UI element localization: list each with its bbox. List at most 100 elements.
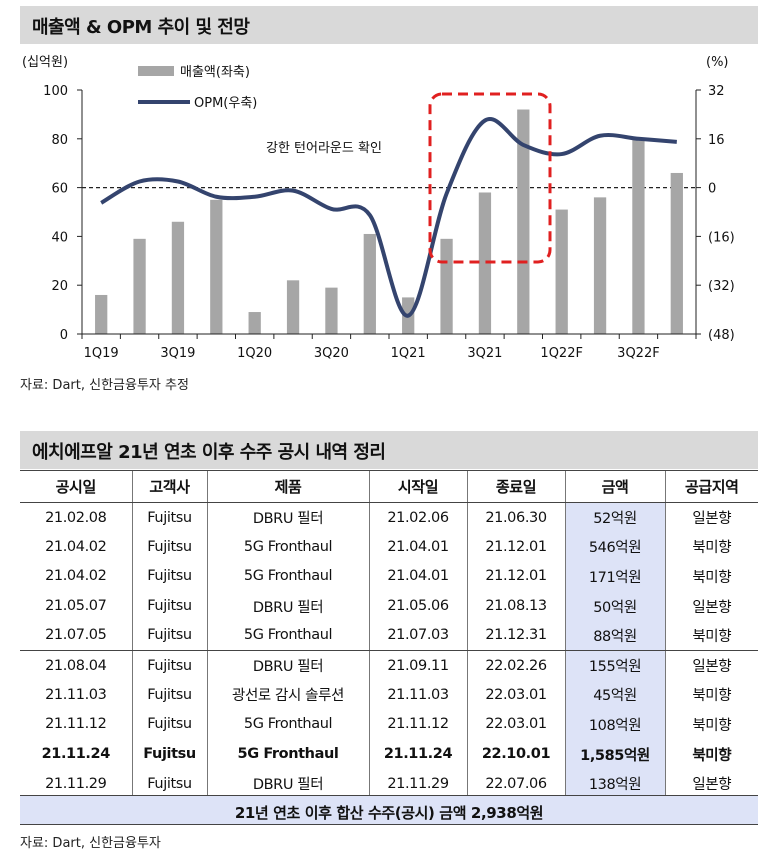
table-cell: Fujitsu bbox=[131, 709, 207, 740]
table-cell: 21.09.11 bbox=[368, 650, 467, 681]
table-cell: Fujitsu bbox=[131, 768, 207, 799]
header-cell: 공급지역 bbox=[664, 470, 758, 503]
table-cell: 21.12.01 bbox=[466, 561, 565, 592]
header-cell: 고객사 bbox=[131, 470, 207, 503]
table-source: 자료: Dart, 신한금융투자 bbox=[20, 836, 161, 851]
table-cell: 5G Fronthaul bbox=[206, 620, 369, 651]
table-cell: 북미향 bbox=[664, 680, 758, 710]
table-cell: 북미향 bbox=[664, 561, 758, 592]
table-cell: 22.03.01 bbox=[466, 709, 565, 740]
table-cell: 북미향 bbox=[664, 620, 758, 651]
table-cell: 22.07.06 bbox=[466, 768, 565, 799]
annotation-text: 강한 턴어라운드 확인 bbox=[266, 141, 382, 156]
left-tick-label: 80 bbox=[51, 133, 68, 148]
opm-line bbox=[100, 117, 677, 318]
table-cell: 21.08.04 bbox=[45, 657, 107, 674]
table-cell: Fujitsu bbox=[131, 620, 207, 651]
x-tick-label: 1Q22F bbox=[540, 346, 583, 361]
table-cell: 108억원 bbox=[564, 709, 665, 740]
table-cell: 1,585억원 bbox=[564, 739, 665, 769]
table-cell: 21.06.30 bbox=[466, 502, 565, 533]
table-cell: 21.07.05 bbox=[20, 620, 132, 651]
table-cell: 22.02.26 bbox=[466, 650, 565, 681]
table-cell: Fujitsu bbox=[131, 680, 207, 710]
table-cell: Fujitsu bbox=[131, 650, 207, 681]
table-cell: 일본향 bbox=[664, 591, 758, 621]
table-cell: 21.11.12 bbox=[368, 709, 467, 740]
left-tick-label: 20 bbox=[51, 279, 68, 294]
table-cell: 21.12.01 bbox=[466, 532, 565, 562]
left-tick-label: 60 bbox=[51, 182, 68, 197]
x-tick-label: 3Q21 bbox=[467, 346, 502, 361]
table-cell: DBRU 필터 bbox=[206, 502, 369, 533]
table-cell: 21.04.01 bbox=[368, 561, 467, 592]
table-row: 21.04.02 Fujitsu 5G Fronthaul 21.04.01 21.12… bbox=[20, 561, 758, 592]
table-cell: 21.12.31 bbox=[466, 620, 565, 651]
x-tick-label: 1Q21 bbox=[391, 346, 426, 361]
right-tick-label: (48) bbox=[708, 328, 735, 343]
revenue-bar bbox=[325, 287, 338, 334]
table-row: 21.11.24 Fujitsu 5G Fronthaul 21.11.24 22.10… bbox=[20, 739, 758, 769]
table-cell: Fujitsu bbox=[131, 739, 207, 769]
right-tick-label: (32) bbox=[708, 279, 735, 294]
table-cell: 21.02.06 bbox=[368, 502, 467, 533]
table-cell: 일본향 bbox=[664, 768, 758, 799]
table-cell: 21.04.02 bbox=[45, 568, 107, 585]
table-cell: 21.11.29 bbox=[368, 768, 467, 799]
table-cell: 북미향 bbox=[664, 709, 758, 740]
table-cell: Fujitsu bbox=[131, 591, 207, 621]
table-cell: 5G Fronthaul bbox=[206, 532, 369, 562]
table-cell: 21.11.03 bbox=[45, 686, 107, 703]
revenue-bar bbox=[517, 109, 530, 335]
chart-source: 자료: Dart, 신한금융투자 추정 bbox=[20, 378, 189, 393]
table-cell: 일본향 bbox=[664, 650, 758, 681]
right-tick-label: 32 bbox=[708, 84, 725, 99]
table-row: 21.02.08 Fujitsu DBRU 필터 21.02.06 21.06.30 52… bbox=[20, 502, 758, 533]
table-cell: 88억원 bbox=[564, 620, 665, 651]
table-row: 21.11.29 Fujitsu DBRU 필터 21.11.29 22.07.06 13… bbox=[20, 768, 758, 799]
orders-table: 공시일 고객사 제품 시작일 종료일 금액 공급지역 21.02.08 Fujit… bbox=[20, 470, 758, 799]
summary-row: 21년 연초 이후 합산 수주(공시) 금액 2,938억원 bbox=[20, 795, 758, 825]
table-cell: 21.05.07 bbox=[45, 598, 107, 615]
x-tick-label: 3Q20 bbox=[314, 346, 349, 361]
table-cell: 21.11.03 bbox=[368, 680, 467, 710]
table-row: 21.08.04 Fujitsu DBRU 필터 21.09.11 22.02.26 15… bbox=[20, 650, 758, 681]
table-cell: 21.07.03 bbox=[368, 620, 467, 651]
table-cell: 21.11.12 bbox=[45, 716, 107, 733]
table-cell: Fujitsu bbox=[131, 502, 207, 533]
left-tick-label: 40 bbox=[51, 230, 68, 245]
revenue-bar bbox=[171, 221, 185, 334]
table-cell: Fujitsu bbox=[131, 532, 207, 562]
table-cell: 북미향 bbox=[664, 739, 758, 769]
table-cell: 155억원 bbox=[564, 650, 665, 681]
revenue-bar bbox=[670, 172, 683, 334]
left-tick-label: 100 bbox=[43, 84, 68, 99]
table-cell: 50억원 bbox=[564, 591, 665, 621]
table-cell: 21.11.24 bbox=[368, 739, 467, 769]
table-cell: DBRU 필터 bbox=[206, 591, 369, 621]
table-row: 21.04.02 Fujitsu 5G Fronthaul 21.04.01 21.12… bbox=[20, 532, 758, 562]
table-cell: 546억원 bbox=[564, 532, 665, 562]
table-cell: 45억원 bbox=[564, 680, 665, 710]
revenue-bar bbox=[363, 233, 376, 334]
right-tick-label: (16) bbox=[708, 230, 735, 245]
revenue-bar bbox=[555, 209, 568, 334]
table-cell: 5G Fronthaul bbox=[206, 561, 369, 592]
table-cell: 21.02.08 bbox=[45, 509, 107, 526]
table-cell: 북미향 bbox=[664, 532, 758, 562]
header-cell: 공시일 bbox=[20, 470, 132, 503]
x-tick-label: 1Q19 bbox=[84, 346, 119, 361]
table-cell: 21.04.01 bbox=[368, 532, 467, 562]
chart-section-title: 매출액 & OPM 추이 및 전망 bbox=[20, 6, 758, 44]
table-cell: 22.10.01 bbox=[466, 739, 565, 769]
header-cell: 시작일 bbox=[368, 470, 467, 503]
revenue-bar bbox=[210, 199, 223, 334]
revenue-bar bbox=[593, 197, 607, 334]
table-cell: 일본향 bbox=[664, 502, 758, 533]
table-cell: 21.11.29 bbox=[45, 775, 107, 792]
table-cell: 21.04.02 bbox=[45, 538, 107, 555]
legend-bar-swatch bbox=[138, 66, 174, 76]
table-cell: 광선로 감시 솔루션 bbox=[206, 680, 369, 710]
left-tick-label: 0 bbox=[60, 328, 68, 343]
table-row: 21.05.07 Fujitsu DBRU 필터 21.05.06 21.08.13 50… bbox=[20, 591, 758, 621]
